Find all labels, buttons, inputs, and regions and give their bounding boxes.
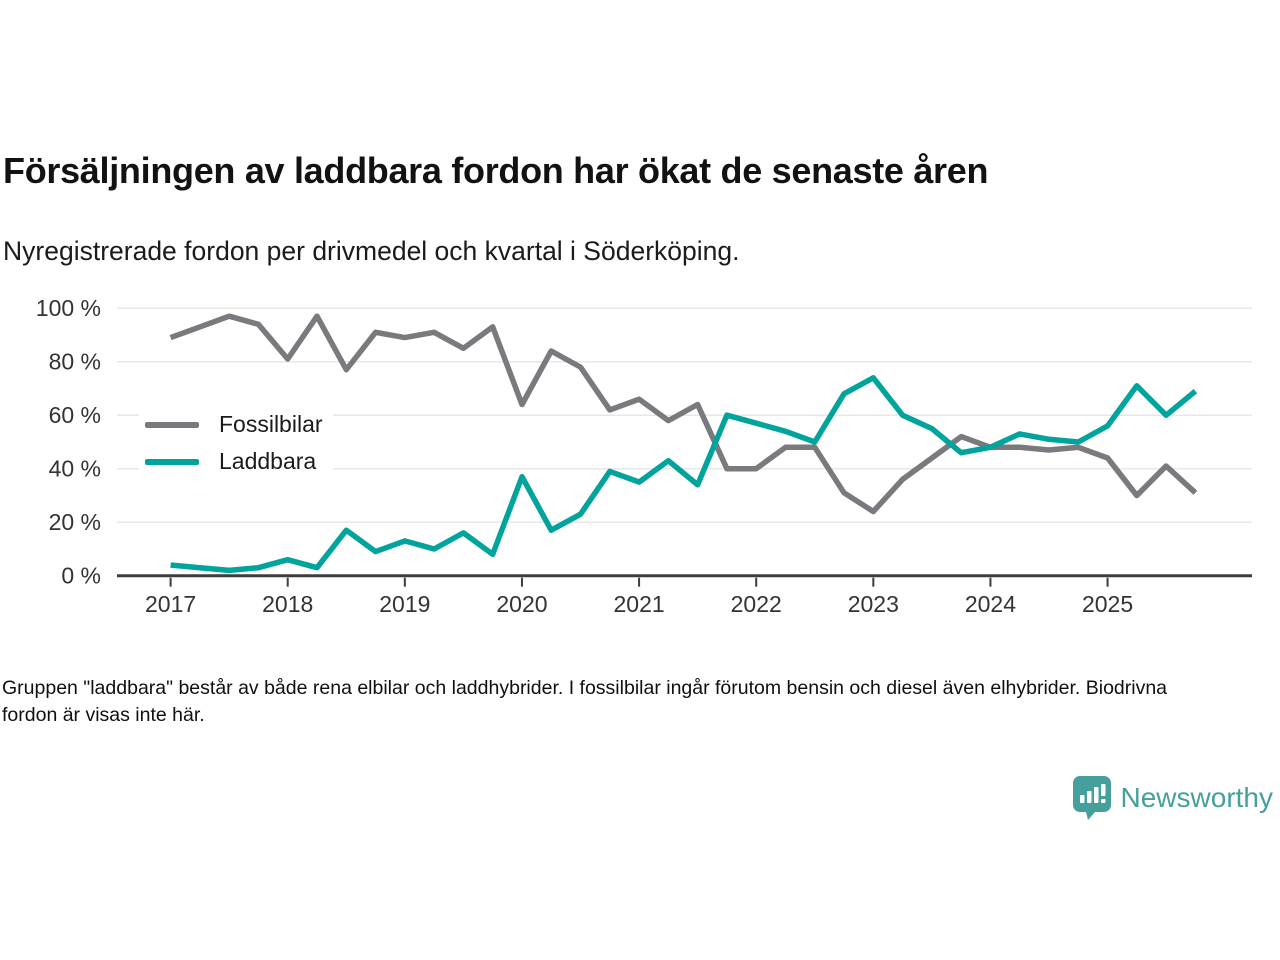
y-axis-tick-label: 0 %: [61, 563, 101, 589]
chart-footnote: Gruppen "laddbara" består av både rena e…: [2, 677, 1168, 726]
x-axis-tick-label: 2020: [496, 591, 547, 617]
legend-label: Laddbara: [219, 448, 317, 474]
fossilbilar-line-swatch: [145, 421, 199, 428]
brand-name: Newsworthy: [1120, 782, 1273, 813]
x-axis-tick-label: 2019: [379, 591, 430, 617]
y-axis-tick-label: 80 %: [49, 349, 101, 375]
x-axis-tick-label: 2024: [965, 591, 1016, 617]
laddbara-line-swatch: [145, 458, 199, 465]
x-axis-tick-label: 2018: [262, 591, 313, 617]
x-axis-tick-label: 2021: [613, 591, 664, 617]
series-line-fossilbilar: [169, 313, 1198, 515]
x-axis-tick-label: 2017: [145, 591, 196, 617]
y-axis-tick-label: 100 %: [36, 295, 101, 321]
x-axis-tick-label: 2025: [1082, 591, 1133, 617]
y-axis-tick-label: 40 %: [49, 456, 101, 482]
x-axis-tick-label: 2022: [731, 591, 782, 617]
page-title: Försäljningen av laddbara fordon har öka…: [3, 150, 989, 191]
chart-subtitle: Nyregistrerade fordon per drivmedel och …: [3, 236, 740, 266]
newsworthy-branding: Newsworthy: [1072, 774, 1273, 822]
chart-legend: Fossilbilar Laddbara: [139, 402, 333, 486]
bar-chart-speech-bubble-icon: [1072, 776, 1111, 820]
legend-item-fossilbilar: Fossilbilar: [145, 406, 323, 443]
legend-item-laddbara: Laddbara: [145, 443, 323, 480]
series-line-laddbara: [170, 375, 1198, 574]
x-axis-tick-label: 2023: [848, 591, 899, 617]
legend-label: Fossilbilar: [219, 411, 323, 437]
y-axis-tick-label: 20 %: [49, 509, 101, 535]
y-axis-tick-label: 60 %: [49, 402, 101, 428]
